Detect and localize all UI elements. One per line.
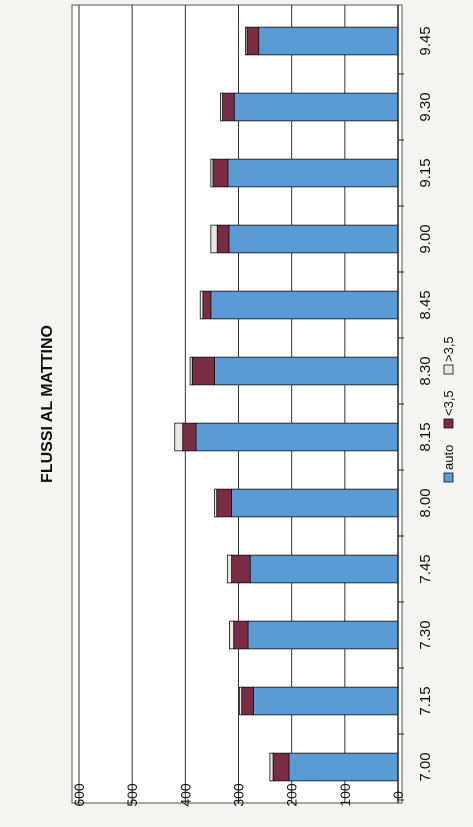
bar-segment [212, 158, 229, 188]
bar-segment [222, 92, 235, 122]
bar-segment [229, 620, 235, 650]
bar-segment [272, 752, 290, 782]
bar-segment [189, 356, 193, 386]
category-label: 7.45 [417, 554, 434, 583]
value-tick-label: 100 [337, 783, 353, 807]
bar-segment [231, 488, 399, 518]
bar-segment [210, 290, 399, 320]
bar-segment [246, 26, 260, 56]
bar-segment [214, 488, 218, 518]
bar-segment [239, 686, 243, 716]
category-label-group: 9.45 [417, 26, 434, 55]
category-label-group: 8.15 [417, 422, 434, 451]
bar-segment [191, 356, 215, 386]
category-label-group: 7.45 [417, 554, 434, 583]
legend: auto <3,5 >3,5 [441, 336, 456, 483]
bar-segment [210, 158, 214, 188]
axes: 01002003004005006007.007.157.307.458.008… [71, 5, 434, 807]
legend-label: >3,5 [441, 336, 456, 362]
chart-title: FLUSSI AL MATTINO [39, 325, 56, 483]
category-label: 8.30 [417, 356, 434, 385]
bar-segment [210, 224, 218, 254]
bar-segment [174, 422, 184, 452]
legend-swatch [443, 472, 454, 483]
bar-segment [269, 752, 274, 782]
bar-segment [226, 554, 232, 584]
value-tick-label: 200 [284, 783, 300, 807]
bar-segment [233, 92, 399, 122]
category-label: 7.15 [417, 686, 434, 715]
value-tick-label: 500 [124, 783, 140, 807]
bar-segment [231, 554, 251, 584]
category-label: 7.30 [417, 620, 434, 649]
category-label: 8.45 [417, 290, 434, 319]
bar-segment [245, 26, 248, 56]
bar-segment [228, 224, 399, 254]
category-label: 9.00 [417, 224, 434, 253]
value-tick-group: 300 [231, 783, 247, 807]
bar-segment [216, 488, 232, 518]
value-tick-group: 500 [124, 783, 140, 807]
legend-label: auto [441, 445, 456, 470]
bar-segment [202, 290, 212, 320]
value-tick-label: 600 [71, 783, 87, 807]
plot-area [71, 4, 403, 804]
chart-title-group: FLUSSI AL MATTINO [39, 325, 56, 483]
bar-segment [220, 92, 223, 122]
legend-swatch [443, 418, 454, 429]
category-label-group: 9.30 [417, 92, 434, 121]
bar-segment [214, 356, 399, 386]
bar-segment [216, 224, 230, 254]
bar-segment [241, 686, 254, 716]
category-label-group: 7.00 [417, 752, 434, 781]
category-label-group: 8.00 [417, 488, 434, 517]
bar-segment [288, 752, 399, 782]
category-label-group: 7.30 [417, 620, 434, 649]
category-label-group: 8.45 [417, 290, 434, 319]
value-tick-group: 100 [337, 783, 353, 807]
category-label: 9.45 [417, 26, 434, 55]
category-label: 7.00 [417, 752, 434, 781]
value-tick-label: 300 [231, 783, 247, 807]
bar-segment [182, 422, 197, 452]
legend-swatch [443, 364, 454, 375]
legend-label: <3,5 [441, 390, 456, 416]
category-label-group: 9.15 [417, 158, 434, 187]
value-tick-label: 400 [177, 783, 193, 807]
bar-segment [195, 422, 399, 452]
category-label-group: 9.00 [417, 224, 434, 253]
bar-segment [247, 620, 399, 650]
legend-group: auto <3,5 >3,5 [441, 336, 456, 483]
bar-segment [233, 620, 249, 650]
bar-segment [258, 26, 399, 56]
bars [174, 26, 399, 782]
category-label: 9.30 [417, 92, 434, 121]
category-label-group: 7.15 [417, 686, 434, 715]
category-label: 9.15 [417, 158, 434, 187]
category-label-group: 8.30 [417, 356, 434, 385]
value-tick-group: 400 [177, 783, 193, 807]
value-tick-group: 600 [71, 783, 87, 807]
value-tick-group: 200 [284, 783, 300, 807]
bar-segment [199, 290, 204, 320]
category-label: 8.15 [417, 422, 434, 451]
bar-segment [249, 554, 399, 584]
bar-segment [252, 686, 399, 716]
category-label: 8.00 [417, 488, 434, 517]
bar-segment [227, 158, 399, 188]
